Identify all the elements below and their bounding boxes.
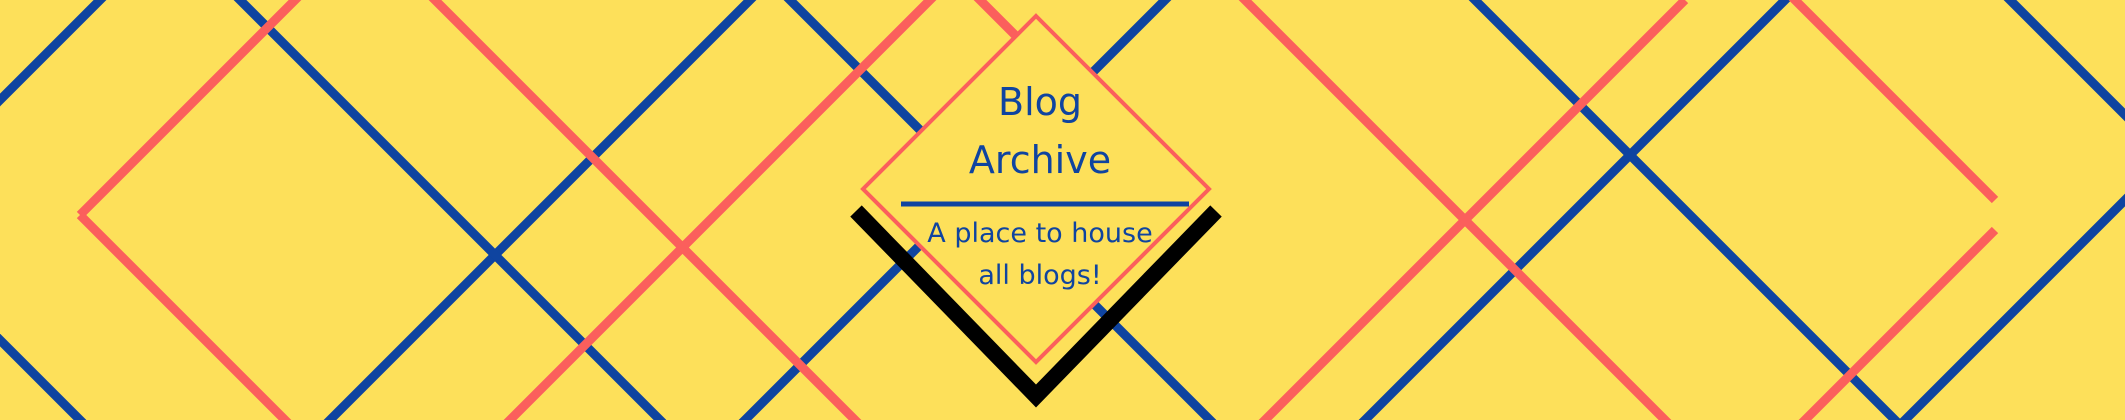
grid-line-coral [1781, 226, 1999, 420]
grid-line-blue [196, 0, 684, 420]
grid-line-coral [1751, 0, 1999, 204]
grid-line-blue [0, 316, 124, 420]
subtitle-line-2: all blogs! [978, 260, 1102, 291]
grid-line-blue [1536, 156, 2125, 420]
page-title-line-1: Blog [998, 80, 1082, 124]
grid-line-blue [0, 0, 144, 124]
grid-line-blue [0, 0, 794, 420]
subtitle-line-1: A place to house [927, 218, 1153, 249]
grid-line-coral [1201, 0, 1689, 420]
grid-line-coral [76, 211, 309, 420]
page-title-line-2: Archive [968, 138, 1112, 182]
title-badge-diamond [860, 13, 1212, 365]
grid-line-coral [76, 0, 339, 219]
grid-line-blue [1431, 0, 1919, 420]
grid-line-coral [486, 0, 1254, 420]
grid-line-blue [996, 0, 1829, 420]
grid-line-blue [1966, 0, 2125, 159]
grid-line-coral [391, 0, 879, 420]
badge-shadow-chevron [850, 205, 1222, 408]
